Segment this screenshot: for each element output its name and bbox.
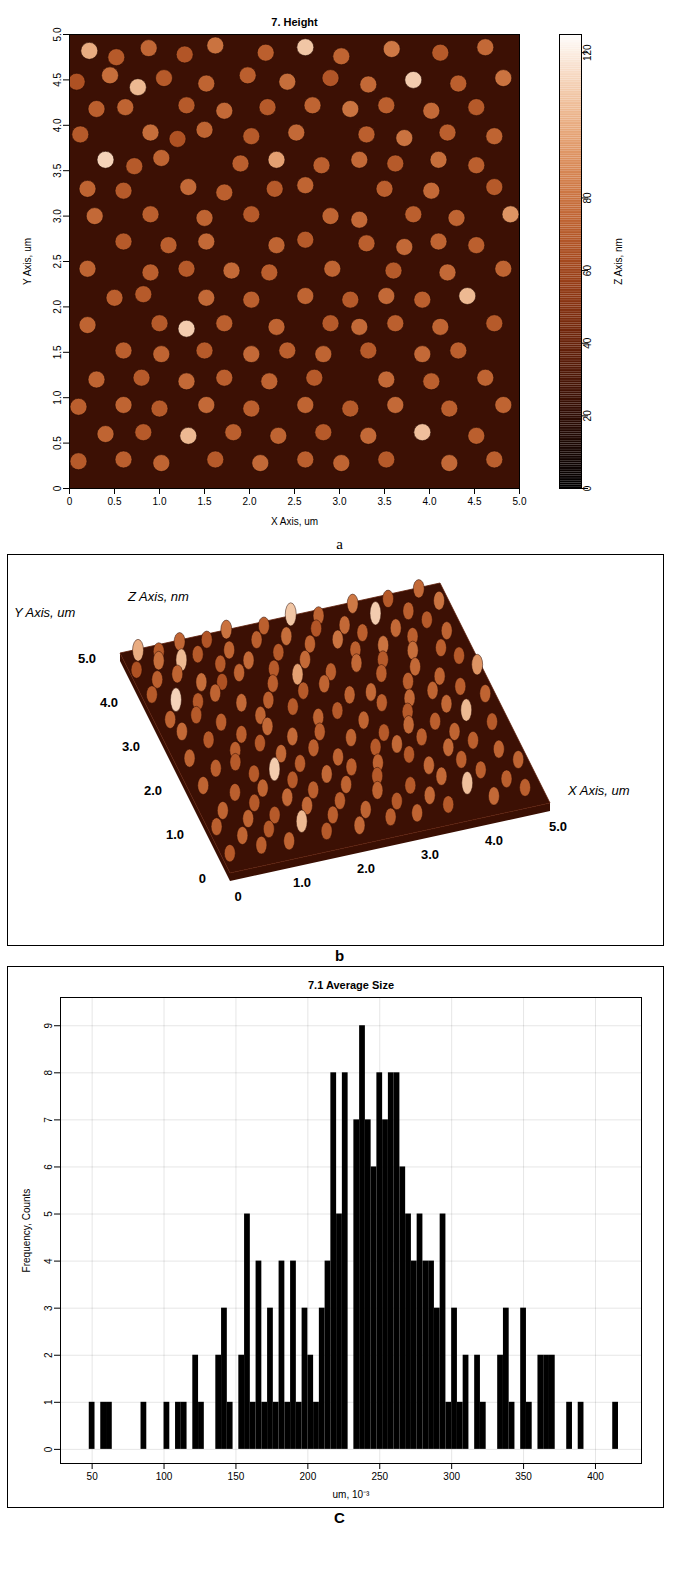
svg-text:1: 1 (43, 1399, 54, 1405)
svg-text:9: 9 (43, 1023, 54, 1029)
svg-text:1.0: 1.0 (153, 496, 167, 507)
svg-text:5.0: 5.0 (78, 651, 96, 666)
svg-text:0.5: 0.5 (108, 496, 122, 507)
svg-text:2.5: 2.5 (288, 496, 302, 507)
svg-text:80: 80 (582, 192, 593, 204)
html-text:a: a (336, 536, 343, 552)
svg-text:7. Height: 7. Height (271, 16, 318, 28)
svg-text:1.0: 1.0 (293, 875, 311, 890)
svg-text:4.5: 4.5 (468, 496, 482, 507)
svg-text:2.0: 2.0 (144, 783, 162, 798)
svg-text:Frequency, Counts: Frequency, Counts (21, 1189, 32, 1273)
svg-text:6: 6 (43, 1164, 54, 1170)
svg-text:100: 100 (156, 1471, 173, 1482)
svg-text:1.5: 1.5 (52, 345, 63, 359)
svg-text:1.0: 1.0 (52, 390, 63, 404)
svg-text:0: 0 (52, 485, 63, 491)
svg-text:400: 400 (587, 1471, 604, 1482)
svg-text:2.0: 2.0 (357, 861, 375, 876)
svg-text:4.0: 4.0 (100, 695, 118, 710)
svg-text:4.0: 4.0 (52, 118, 63, 132)
svg-text:X Axis, um: X Axis, um (271, 516, 318, 527)
svg-text:4: 4 (43, 1258, 54, 1264)
svg-text:Y Axis, um: Y Axis, um (22, 238, 33, 285)
svg-text:3.5: 3.5 (378, 496, 392, 507)
svg-text:20: 20 (582, 410, 593, 422)
svg-text:200: 200 (300, 1471, 317, 1482)
svg-text:120: 120 (582, 44, 593, 61)
svg-text:0: 0 (234, 889, 241, 904)
svg-text:5.0: 5.0 (52, 27, 63, 41)
svg-text:3.0: 3.0 (52, 209, 63, 223)
svg-text:50: 50 (87, 1471, 99, 1482)
svg-text:4.0: 4.0 (423, 496, 437, 507)
svg-text:1.0: 1.0 (166, 827, 184, 842)
svg-text:7.1 Average Size: 7.1 Average Size (308, 979, 394, 991)
svg-text:300: 300 (443, 1471, 460, 1482)
svg-text:5: 5 (43, 1211, 54, 1217)
svg-text:250: 250 (371, 1471, 388, 1482)
svg-text:um, 10⁻³: um, 10⁻³ (333, 1489, 371, 1500)
svg-text:1.5: 1.5 (198, 496, 212, 507)
svg-text:5.0: 5.0 (513, 496, 527, 507)
svg-text:8: 8 (43, 1070, 54, 1076)
svg-text:5.0: 5.0 (549, 819, 567, 834)
svg-text:350: 350 (515, 1471, 532, 1482)
svg-text:7: 7 (43, 1117, 54, 1123)
svg-text:3: 3 (43, 1305, 54, 1311)
svg-text:3.0: 3.0 (122, 739, 140, 754)
svg-text:150: 150 (228, 1471, 245, 1482)
svg-text:Y Axis, um: Y Axis, um (14, 605, 76, 620)
svg-text:4.5: 4.5 (52, 73, 63, 87)
html-text:b: b (334, 947, 345, 964)
svg-text:X Axis, um: X Axis, um (567, 783, 630, 798)
svg-text:0.5: 0.5 (52, 436, 63, 450)
svg-text:2.0: 2.0 (52, 300, 63, 314)
svg-text:0: 0 (43, 1446, 54, 1452)
svg-text:0: 0 (582, 485, 593, 491)
svg-text:2.5: 2.5 (52, 254, 63, 268)
svg-text:3.5: 3.5 (52, 163, 63, 177)
html-text:C: C (334, 1509, 345, 1526)
svg-text:2: 2 (43, 1352, 54, 1358)
svg-text:60: 60 (582, 265, 593, 277)
svg-text:0: 0 (67, 496, 73, 507)
svg-text:3.0: 3.0 (421, 847, 439, 862)
svg-text:40: 40 (582, 337, 593, 349)
svg-text:4.0: 4.0 (485, 833, 503, 848)
svg-text:Z Axis, nm: Z Axis, nm (613, 238, 624, 285)
svg-text:0: 0 (199, 871, 206, 886)
svg-text:Z Axis, nm: Z Axis, nm (127, 589, 189, 604)
svg-text:2.0: 2.0 (243, 496, 257, 507)
svg-text:3.0: 3.0 (333, 496, 347, 507)
